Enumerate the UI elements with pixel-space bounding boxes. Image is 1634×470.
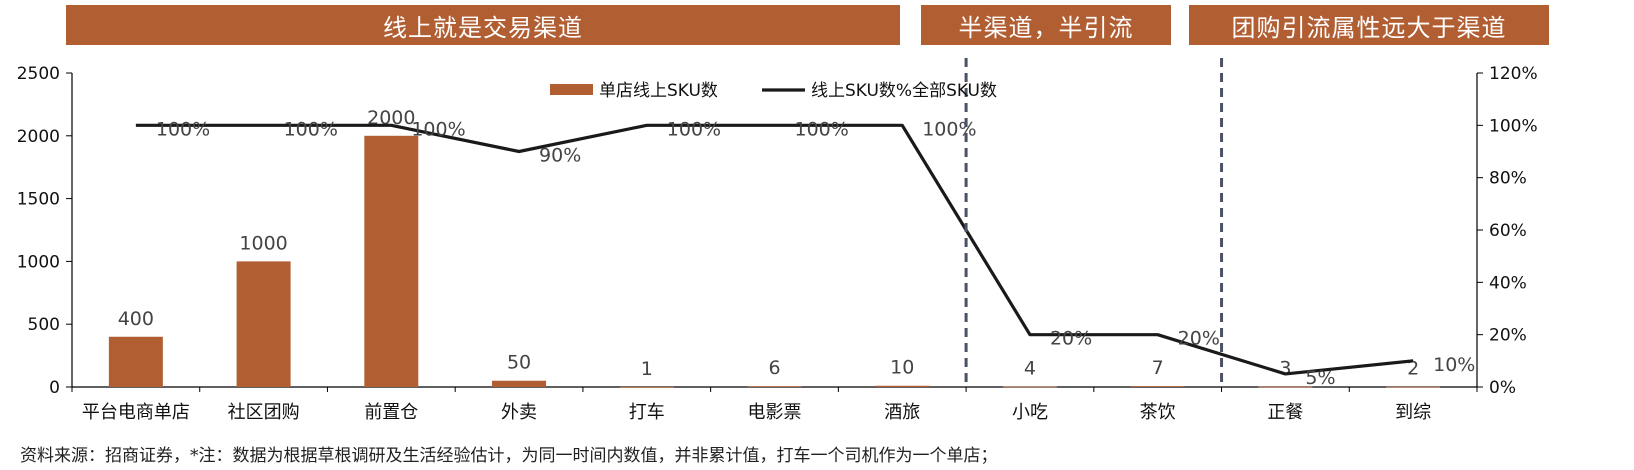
footnote: 资料来源：招商证券，*注：数据为根据草根调研及生活经验估计，为同一时间内数值，并…	[20, 446, 998, 466]
category-label: 社区团购	[228, 402, 300, 423]
line-label: 10%	[1433, 354, 1475, 376]
legend-bar-label: 单店线上SKU数	[599, 81, 718, 101]
bar-label: 4	[1024, 357, 1036, 379]
banner-group-buying: 团购引流属性远大于渠道	[1189, 5, 1549, 45]
line-label: 5%	[1305, 367, 1335, 389]
line-label: 100%	[411, 118, 465, 140]
banner-group-buying-text: 团购引流属性远大于渠道	[1231, 13, 1507, 42]
category-label: 外卖	[501, 402, 537, 423]
category-label: 正餐	[1267, 402, 1303, 423]
banner-half-channel-text: 半渠道，半引流	[958, 13, 1134, 42]
left-tick-label: 500	[28, 315, 60, 335]
bar-label: 1000	[239, 232, 287, 254]
bar-label: 7	[1152, 357, 1164, 379]
category-label: 小吃	[1012, 402, 1048, 423]
bar	[747, 386, 802, 388]
bar	[108, 336, 163, 387]
banner-trading-channel-text: 线上就是交易渠道	[383, 13, 583, 42]
bar-label: 10	[890, 357, 914, 379]
right-tick-label: 0%	[1489, 378, 1516, 398]
bar	[492, 380, 547, 387]
right-tick-label: 20%	[1489, 326, 1527, 346]
bar-label: 50	[507, 352, 531, 374]
left-tick-label: 2500	[17, 64, 60, 84]
left-tick-label: 1500	[17, 190, 60, 210]
right-tick-label: 120%	[1489, 64, 1538, 84]
left-tick-label: 0	[49, 378, 60, 398]
left-tick-label: 1000	[17, 252, 60, 272]
bar-label: 400	[118, 308, 154, 330]
line-label: 100%	[922, 118, 976, 140]
banner-trading-channel: 线上就是交易渠道	[66, 5, 900, 45]
bar	[1386, 386, 1441, 388]
bar	[619, 386, 674, 388]
banner-half-channel: 半渠道，半引流	[921, 5, 1171, 45]
line-label: 90%	[539, 145, 581, 167]
line-label: 100%	[795, 118, 849, 140]
right-tick-label: 100%	[1489, 116, 1538, 136]
right-tick-label: 80%	[1489, 169, 1527, 189]
line-label: 20%	[1178, 328, 1220, 350]
line-label: 100%	[667, 118, 721, 140]
bar	[1258, 386, 1313, 388]
category-label: 茶饮	[1140, 402, 1176, 423]
legend-line-label: 线上SKU数%全部SKU数	[811, 81, 997, 101]
bar-label: 3	[1279, 358, 1291, 380]
legend-bar-swatch	[550, 84, 593, 95]
bar	[875, 385, 930, 387]
bar-label: 2000	[367, 107, 415, 129]
bar	[364, 135, 419, 387]
line-label: 20%	[1050, 328, 1092, 350]
bar-label: 1	[641, 358, 653, 380]
left-tick-label: 2000	[17, 127, 60, 147]
right-tick-label: 40%	[1489, 273, 1527, 293]
category-label: 平台电商单店	[82, 402, 190, 423]
bar-label: 6	[768, 357, 780, 379]
bar	[1130, 386, 1185, 387]
right-tick-label: 60%	[1489, 221, 1527, 241]
category-label: 到综	[1395, 402, 1431, 423]
category-label: 前置仓	[364, 402, 418, 423]
category-label: 打车	[629, 402, 665, 423]
category-label: 电影票	[748, 402, 802, 423]
bar-label: 2	[1407, 358, 1419, 380]
line-label: 100%	[284, 118, 338, 140]
category-label: 酒旅	[884, 402, 920, 423]
bar	[1002, 386, 1057, 388]
line-label: 100%	[156, 118, 210, 140]
share-line	[135, 123, 1414, 376]
bar	[236, 261, 291, 387]
